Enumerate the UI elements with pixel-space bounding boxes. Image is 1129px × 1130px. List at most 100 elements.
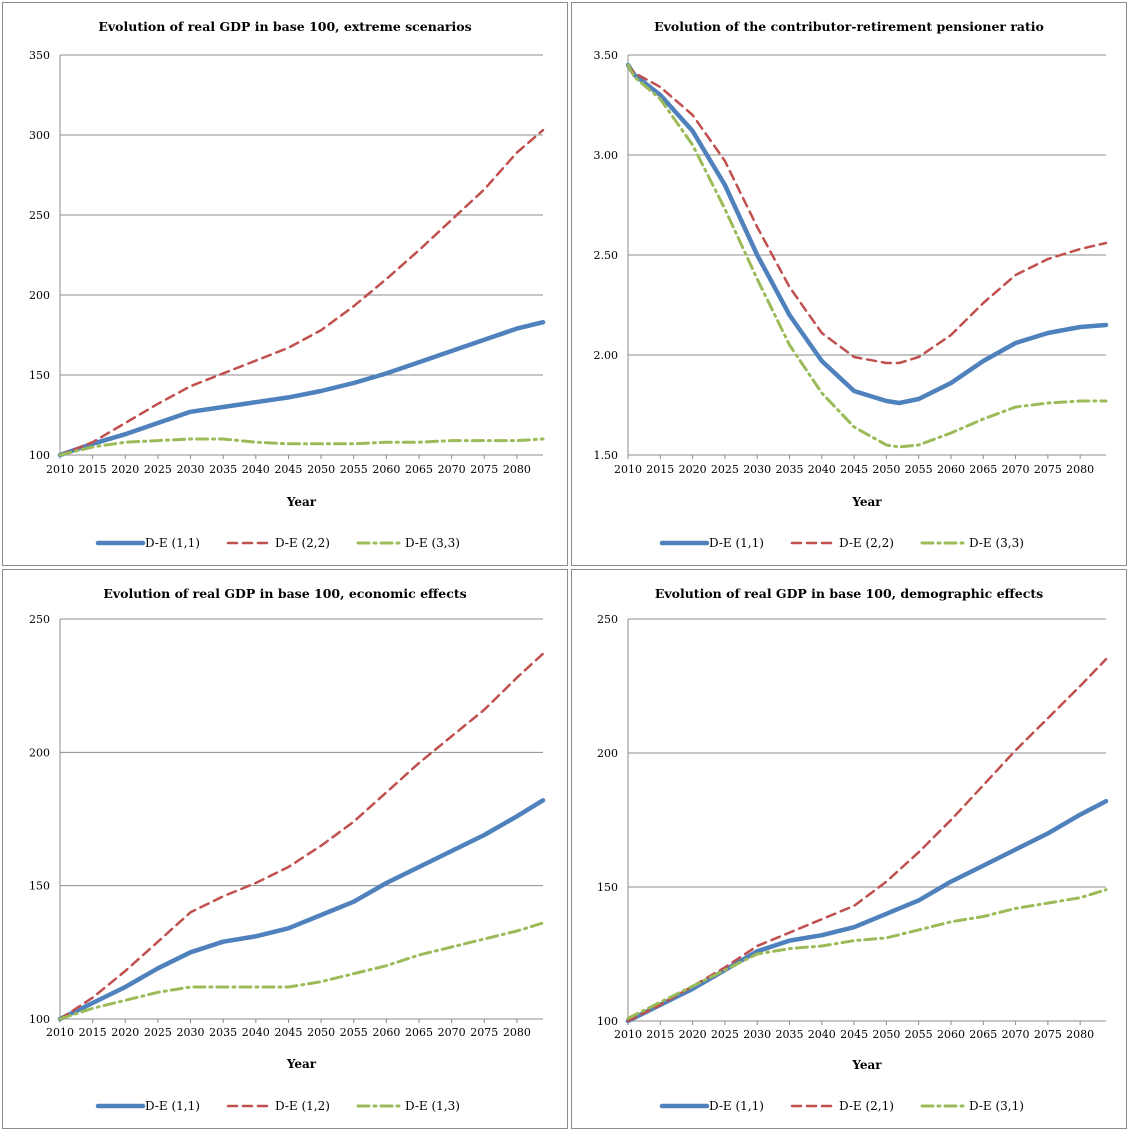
y-tick-label: 2.50: [594, 249, 619, 262]
x-tick-label: 2035: [209, 463, 237, 476]
legend-label: D-E (1,2): [275, 1099, 330, 1113]
x-tick-label: 2045: [840, 463, 868, 476]
chart-svg: Evolution of real GDP in base 100, demog…: [597, 586, 1109, 1113]
chart-title: Evolution of the contributor-retirement …: [654, 19, 1044, 34]
y-tick-label: 150: [29, 369, 50, 382]
x-axis-label: Year: [851, 495, 882, 509]
x-tick-label: 2020: [111, 463, 139, 476]
legend-label: D-E (1,1): [145, 536, 200, 550]
x-tick-label: 2020: [679, 463, 707, 476]
x-tick-label: 2065: [405, 463, 433, 476]
legend-label: D-E (3,3): [969, 536, 1024, 550]
x-tick-label: 2030: [177, 1026, 205, 1039]
x-tick-label: 2040: [808, 463, 836, 476]
legend-label: D-E (1,1): [709, 536, 764, 550]
x-axis-label: Year: [286, 495, 317, 509]
x-tick-label: 2045: [840, 1028, 868, 1041]
y-tick-label: 1.50: [594, 449, 619, 462]
x-tick-label: 2045: [274, 463, 302, 476]
series-line-d-e-3-3: [58, 437, 545, 457]
x-tick-label: 2070: [438, 463, 466, 476]
y-tick-label: 100: [29, 1013, 50, 1026]
y-tick-label: 250: [29, 209, 50, 222]
legend-label: D-E (2,2): [839, 536, 894, 550]
x-tick-label: 2060: [372, 463, 400, 476]
x-tick-label: 2015: [646, 463, 674, 476]
legend-label: D-E (3,3): [405, 536, 460, 550]
y-tick-label: 200: [29, 746, 50, 759]
y-tick-label: 250: [29, 613, 50, 626]
x-tick-label: 2045: [274, 1026, 302, 1039]
x-tick-label: 2025: [711, 463, 739, 476]
x-tick-label: 2020: [111, 1026, 139, 1039]
x-tick-label: 2040: [242, 463, 270, 476]
x-tick-label: 2040: [242, 1026, 270, 1039]
x-tick-label: 2025: [711, 1028, 739, 1041]
x-tick-label: 2075: [470, 463, 498, 476]
chart-panel-demographic-effects: Evolution of real GDP in base 100, demog…: [571, 569, 1127, 1129]
x-tick-label: 2075: [1034, 463, 1062, 476]
x-tick-label: 2080: [1066, 1028, 1094, 1041]
x-tick-label: 2035: [775, 1028, 803, 1041]
x-tick-label: 2025: [144, 1026, 172, 1039]
chart-title: Evolution of real GDP in base 100, extre…: [98, 19, 471, 34]
series-line-d-e-1-2: [58, 652, 545, 1021]
x-tick-label: 2050: [872, 463, 900, 476]
series-line-d-e-3-1: [626, 888, 1108, 1020]
x-tick-label: 2075: [470, 1026, 498, 1039]
x-tick-label: 2010: [46, 463, 74, 476]
x-tick-label: 2050: [872, 1028, 900, 1041]
x-tick-label: 2030: [743, 463, 771, 476]
y-tick-label: 200: [597, 747, 618, 760]
y-tick-label: 250: [597, 613, 618, 626]
x-tick-label: 2050: [307, 463, 335, 476]
y-tick-label: 100: [597, 1015, 618, 1028]
chart-svg: Evolution of real GDP in base 100, extre…: [29, 19, 546, 550]
x-tick-label: 2015: [79, 1026, 107, 1039]
x-tick-label: 2060: [937, 1028, 965, 1041]
series-line-d-e-1-3: [58, 921, 545, 1021]
legend-label: D-E (2,2): [275, 536, 330, 550]
series-line-d-e-2-1: [626, 657, 1108, 1023]
series-line-d-e-3-3: [626, 63, 1108, 449]
x-tick-label: 2080: [1066, 463, 1094, 476]
series-line-d-e-2-2: [626, 63, 1108, 365]
y-tick-label: 150: [597, 881, 618, 894]
chart-panel-contributor-ratio: Evolution of the contributor-retirement …: [571, 2, 1127, 566]
legend-label: D-E (1,1): [145, 1099, 200, 1113]
y-tick-label: 100: [29, 449, 50, 462]
x-axis-label: Year: [286, 1057, 317, 1071]
x-tick-label: 2015: [79, 463, 107, 476]
y-tick-label: 200: [29, 289, 50, 302]
x-axis-label: Year: [851, 1058, 882, 1072]
x-tick-label: 2070: [438, 1026, 466, 1039]
x-tick-label: 2015: [646, 1028, 674, 1041]
chart-panel-economic-effects: Evolution of real GDP in base 100, econo…: [2, 569, 568, 1129]
x-tick-label: 2050: [307, 1026, 335, 1039]
x-tick-label: 2030: [743, 1028, 771, 1041]
series-line-d-e-1-1: [625, 62, 1109, 406]
x-tick-label: 2055: [905, 463, 933, 476]
x-tick-label: 2010: [614, 463, 642, 476]
x-tick-label: 2055: [340, 1026, 368, 1039]
x-tick-label: 2040: [808, 1028, 836, 1041]
x-tick-label: 2065: [405, 1026, 433, 1039]
x-tick-label: 2020: [679, 1028, 707, 1041]
legend-label: D-E (1,3): [405, 1099, 460, 1113]
chart-title: Evolution of real GDP in base 100, demog…: [655, 586, 1043, 601]
y-tick-label: 3.00: [594, 149, 619, 162]
y-tick-label: 150: [29, 880, 50, 893]
y-tick-label: 3.50: [594, 49, 619, 62]
chart-svg: Evolution of real GDP in base 100, econo…: [29, 586, 546, 1113]
x-tick-label: 2025: [144, 463, 172, 476]
x-tick-label: 2010: [46, 1026, 74, 1039]
y-tick-label: 300: [29, 129, 50, 142]
y-tick-label: 350: [29, 49, 50, 62]
x-tick-label: 2055: [340, 463, 368, 476]
x-tick-label: 2035: [775, 463, 803, 476]
legend-label: D-E (2,1): [839, 1099, 894, 1113]
x-tick-label: 2070: [1002, 463, 1030, 476]
chart-svg: Evolution of the contributor-retirement …: [594, 19, 1109, 550]
series-line-d-e-2-2: [58, 128, 545, 457]
x-tick-label: 2065: [969, 463, 997, 476]
